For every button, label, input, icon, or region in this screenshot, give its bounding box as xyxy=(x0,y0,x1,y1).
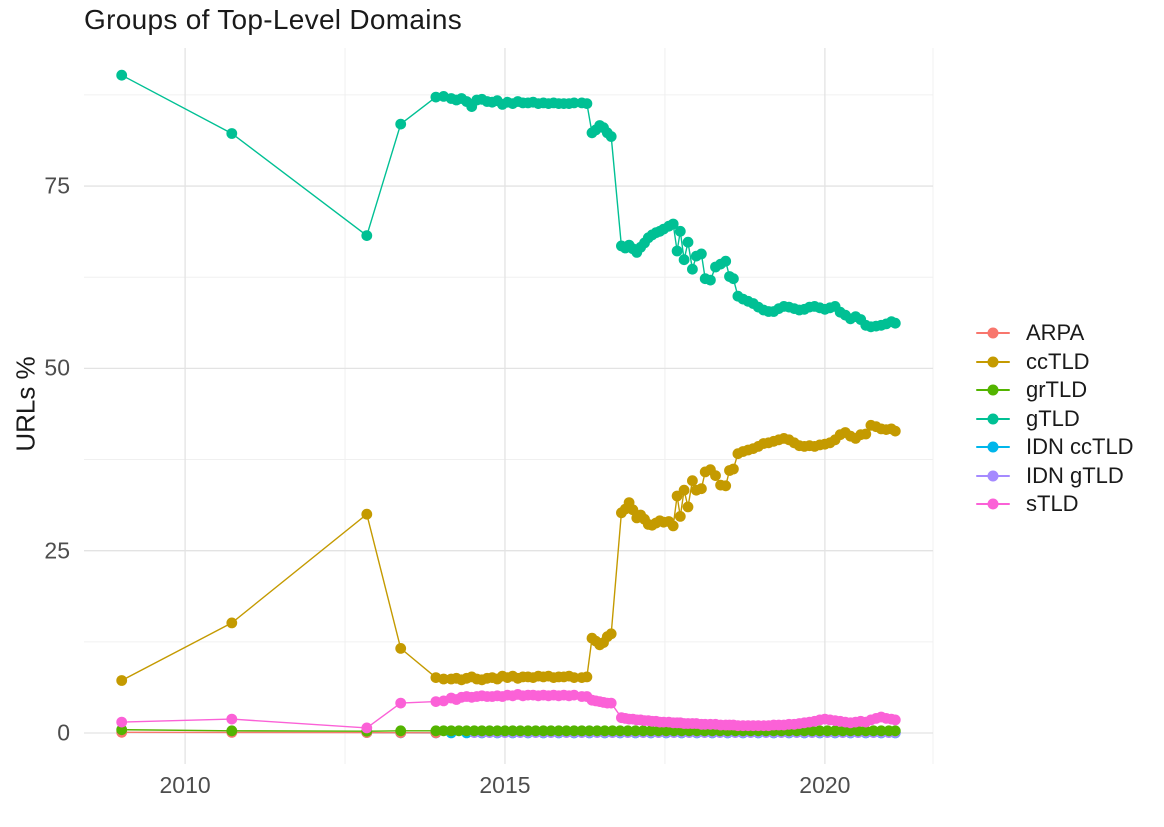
legend-item-stld: sTLD xyxy=(976,490,1134,519)
series-cctld xyxy=(116,419,901,686)
y-tick-label: 25 xyxy=(44,537,70,564)
legend-label: ccTLD xyxy=(1026,348,1090,374)
legend-key-icon xyxy=(976,470,1010,482)
series-stld xyxy=(116,689,901,734)
legend-key-icon xyxy=(976,498,1010,510)
legend-label: gTLD xyxy=(1026,405,1080,431)
x-tick-label: 2020 xyxy=(799,772,851,798)
y-tick-label: 0 xyxy=(57,719,70,746)
grid-minor-lines xyxy=(84,48,934,764)
legend-key-icon xyxy=(976,441,1010,453)
x-tick-label: 2010 xyxy=(159,772,211,798)
legend-item-gtld: gTLD xyxy=(976,405,1134,434)
x-tick-label: 2015 xyxy=(479,772,531,798)
legend-label: sTLD xyxy=(1026,491,1079,517)
series-gtld xyxy=(116,69,901,333)
y-tick-label: 75 xyxy=(44,172,70,199)
legend-key-icon xyxy=(976,384,1010,396)
legend-item-cctld: ccTLD xyxy=(976,348,1134,377)
chart-title: Groups of Top-Level Domains xyxy=(84,4,462,35)
legend-label: ARPA xyxy=(1026,320,1085,346)
legend-label: grTLD xyxy=(1026,377,1088,403)
legend: ARPA ccTLD grTLD gTLD IDN ccTLD IDN gTLD sTLD xyxy=(976,319,1134,519)
grid-major-lines xyxy=(84,48,933,764)
legend-label: IDN gTLD xyxy=(1026,462,1124,488)
legend-label: IDN ccTLD xyxy=(1026,434,1134,460)
y-tick-label: 50 xyxy=(44,354,70,381)
legend-key-icon xyxy=(976,327,1010,339)
legend-item-idn-cctld: IDN ccTLD xyxy=(976,433,1134,462)
series-arpa xyxy=(116,726,442,739)
legend-item-idn-gtld: IDN gTLD xyxy=(976,462,1134,491)
data-series-layer xyxy=(116,69,901,739)
legend-item-arpa: ARPA xyxy=(976,319,1134,348)
legend-key-icon xyxy=(976,356,1010,368)
legend-key-icon xyxy=(976,413,1010,425)
legend-item-grtld: grTLD xyxy=(976,376,1134,405)
